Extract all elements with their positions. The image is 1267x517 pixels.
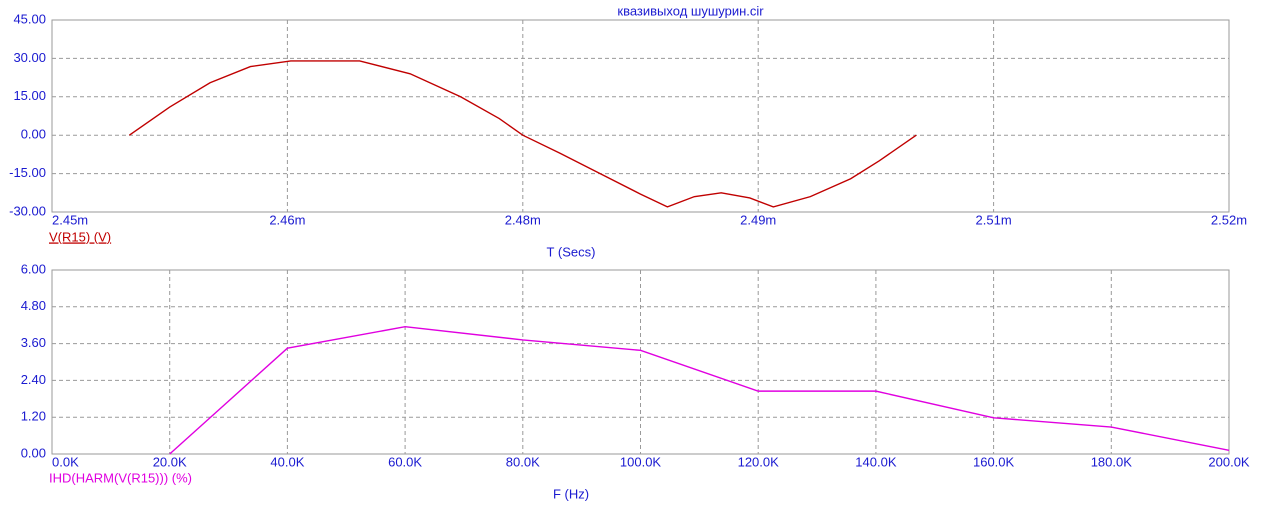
series-line xyxy=(128,60,917,208)
y-tick-label: 0.00 xyxy=(21,127,46,142)
x-tick-label: 2.49m xyxy=(740,212,776,227)
x-tick-label: 200.0K xyxy=(1208,454,1250,469)
x-tick-label: 2.46m xyxy=(269,212,305,227)
y-tick-label: -30.00 xyxy=(9,203,46,218)
y-tick-label: 15.00 xyxy=(13,88,46,103)
x-tick-label: 40.0K xyxy=(270,454,304,469)
y-tick-label: 2.40 xyxy=(21,372,46,387)
x-tick-label: 2.48m xyxy=(505,212,541,227)
y-tick-label: 4.80 xyxy=(21,298,46,313)
x-tick-label: 20.0K xyxy=(153,454,187,469)
x-tick-label: 80.0K xyxy=(506,454,540,469)
x-tick-label: 120.0K xyxy=(738,454,780,469)
x-tick-label: 2.52m xyxy=(1211,212,1247,227)
y-tick-label: -15.00 xyxy=(9,165,46,180)
y-tick-label: 0.00 xyxy=(21,445,46,460)
x-tick-label: 60.0K xyxy=(388,454,422,469)
x-tick-label: 100.0K xyxy=(620,454,662,469)
x-tick-label: 180.0K xyxy=(1091,454,1133,469)
x-axis-label: T (Secs) xyxy=(547,244,596,259)
x-tick-label: 2.51m xyxy=(976,212,1012,227)
series-line xyxy=(169,326,1230,455)
y-tick-label: 3.60 xyxy=(21,335,46,350)
y-tick-label: 45.00 xyxy=(13,11,46,26)
x-tick-label: 2.45m xyxy=(52,212,88,227)
y-tick-label: 1.20 xyxy=(21,409,46,424)
x-tick-label: 140.0K xyxy=(855,454,897,469)
legend-label: V(R15) (V) xyxy=(49,229,111,244)
chart-title: квазивыход шушурин.cir xyxy=(617,3,764,18)
x-tick-label: 160.0K xyxy=(973,454,1015,469)
x-axis-label: F (Hz) xyxy=(553,486,589,501)
legend-label: IHD(HARM(V(R15))) (%) xyxy=(49,470,192,485)
y-tick-label: 6.00 xyxy=(21,261,46,276)
x-tick-label: 0.0K xyxy=(52,454,79,469)
plot-frame xyxy=(51,19,1230,213)
y-tick-label: 30.00 xyxy=(13,50,46,65)
